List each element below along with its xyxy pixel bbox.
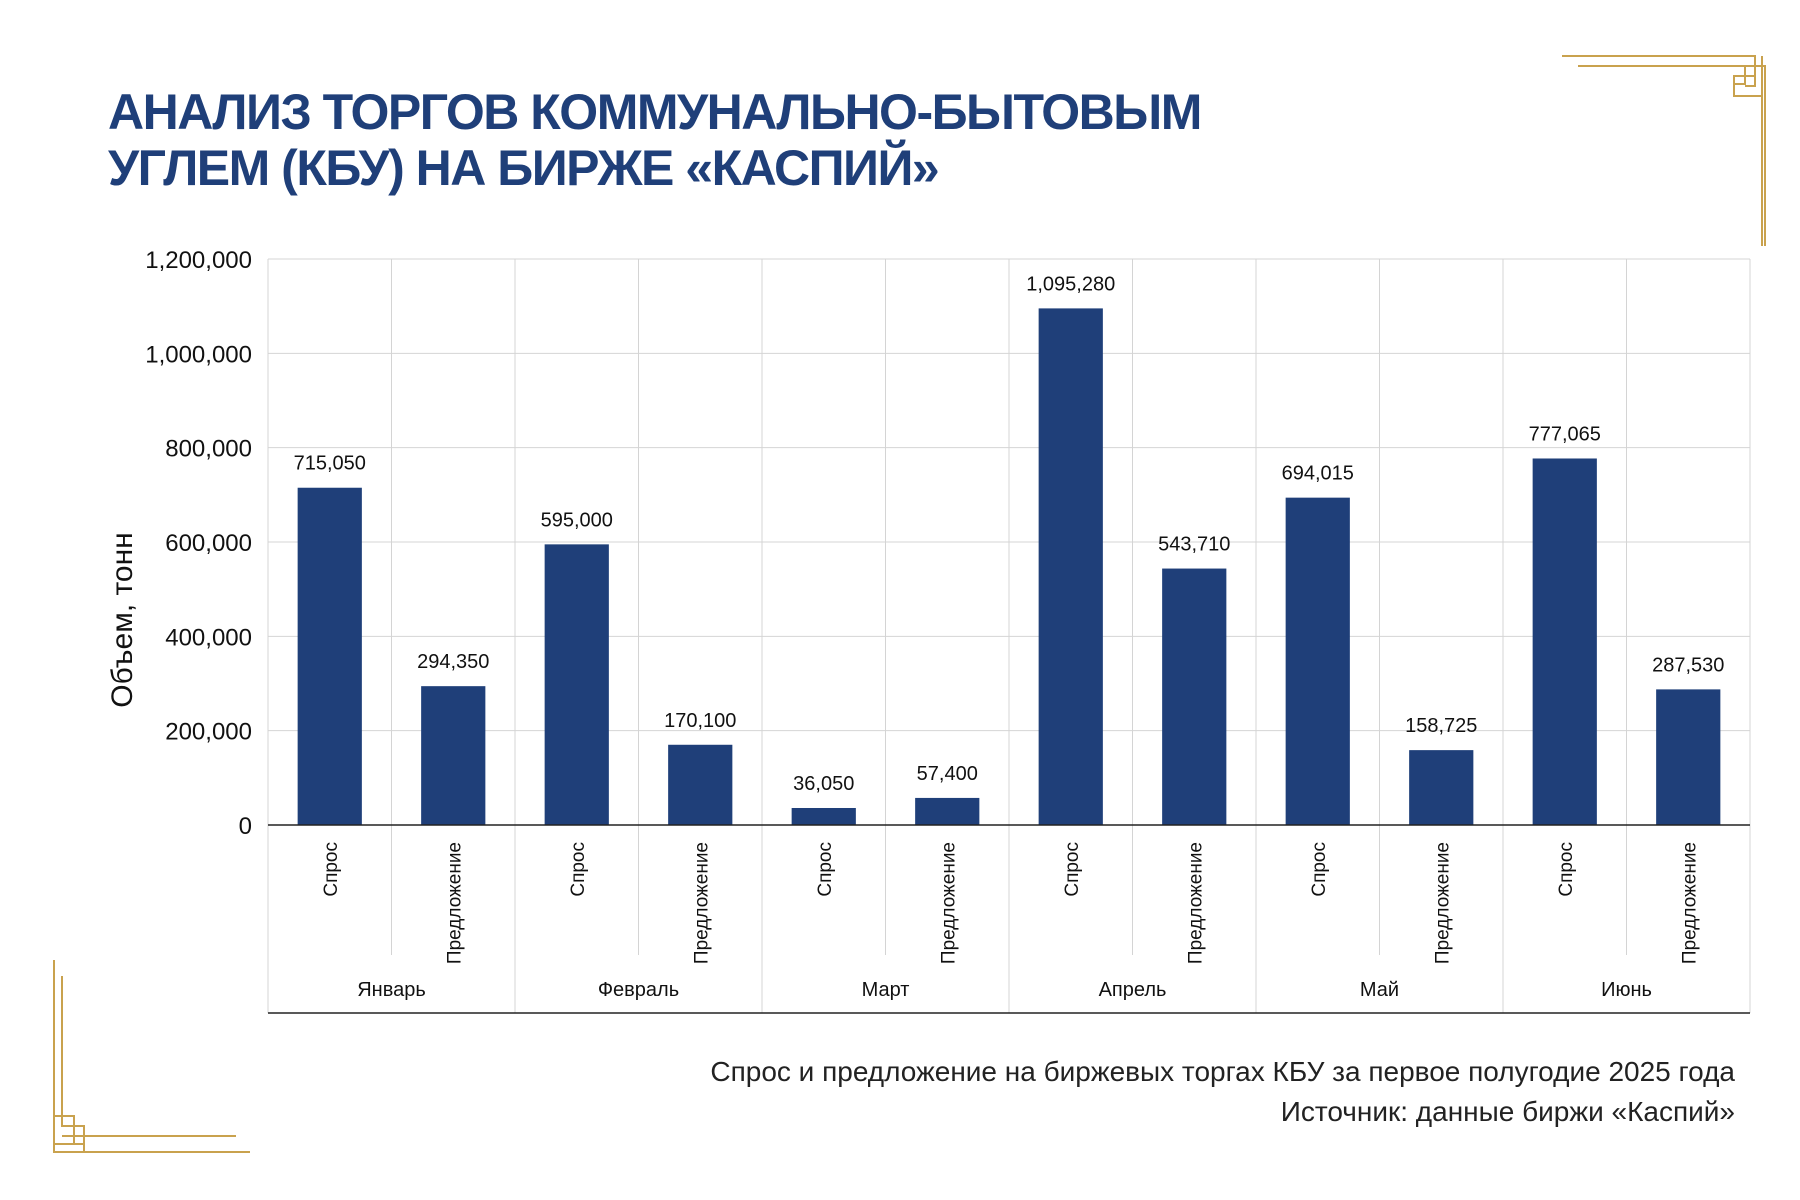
bar-demand [1285,497,1350,825]
x-tick-label: Спрос [815,842,836,897]
bar-demand [544,544,609,825]
caption-line-1: Спрос и предложение на биржевых торгах К… [710,1056,1735,1087]
y-tick-label: 600,000 [165,530,252,557]
x-tick-label: Предложение [691,842,712,964]
data-label: 715,050 [294,453,366,475]
x-tick-label: Спрос [321,842,342,897]
x-tick-label: Спрос [1309,842,1330,897]
y-axis-label: Объем, тонн [106,532,139,708]
bar-supply [421,686,486,825]
bar-supply [1162,568,1227,825]
y-tick-label: 800,000 [165,436,252,463]
bar-demand [1532,458,1597,825]
chart-caption: Спрос и предложение на биржевых торгах К… [710,1052,1735,1132]
data-label: 777,065 [1529,423,1601,445]
x-tick-label: Спрос [1556,842,1577,897]
bar-demand [297,487,362,825]
bar-supply [668,744,733,825]
month-label: Июнь [1601,979,1652,1001]
data-label: 36,050 [793,773,854,795]
x-tick-label: Спрос [568,842,589,897]
bar-supply [1409,750,1474,825]
bar-demand [791,807,856,825]
y-tick-label: 1,000,000 [145,341,252,368]
x-tick-label: Предложение [444,842,465,964]
page-title: АНАЛИЗ ТОРГОВ КОММУНАЛЬНО-БЫТОВЫМ УГЛЕМ … [108,84,1202,196]
x-tick-label: Предложение [1679,842,1700,964]
month-label: Май [1360,979,1399,1001]
x-tick-label: Спрос [1062,842,1083,897]
data-label: 287,530 [1652,654,1724,676]
month-label: Март [862,979,910,1001]
data-label: 57,400 [917,763,978,785]
data-label: 294,350 [417,651,489,673]
caption-line-2: Источник: данные биржи «Каспий» [1280,1096,1735,1127]
data-label: 1,095,280 [1026,273,1115,295]
y-tick-label: 0 [239,813,252,840]
bar-supply [1656,689,1721,825]
title-line-2: УГЛЕМ (КБУ) НА БИРЖЕ «КАСПИЙ» [108,140,940,196]
data-label: 170,100 [664,710,736,732]
y-tick-label: 1,200,000 [145,247,252,274]
month-label: Апрель [1099,979,1167,1001]
y-tick-label: 400,000 [165,624,252,651]
data-label: 595,000 [541,509,613,531]
bar-demand [1038,308,1103,825]
data-label: 158,725 [1405,715,1477,737]
x-tick-label: Предложение [1185,842,1206,964]
month-label: Январь [357,979,426,1001]
bar-supply [915,797,980,825]
x-tick-label: Предложение [938,842,959,964]
title-line-1: АНАЛИЗ ТОРГОВ КОММУНАЛЬНО-БЫТОВЫМ [108,84,1202,140]
y-tick-label: 200,000 [165,719,252,746]
data-label: 543,710 [1158,534,1230,556]
month-label: Февраль [598,979,679,1001]
data-label: 694,015 [1282,463,1354,485]
x-tick-label: Предложение [1432,842,1453,964]
